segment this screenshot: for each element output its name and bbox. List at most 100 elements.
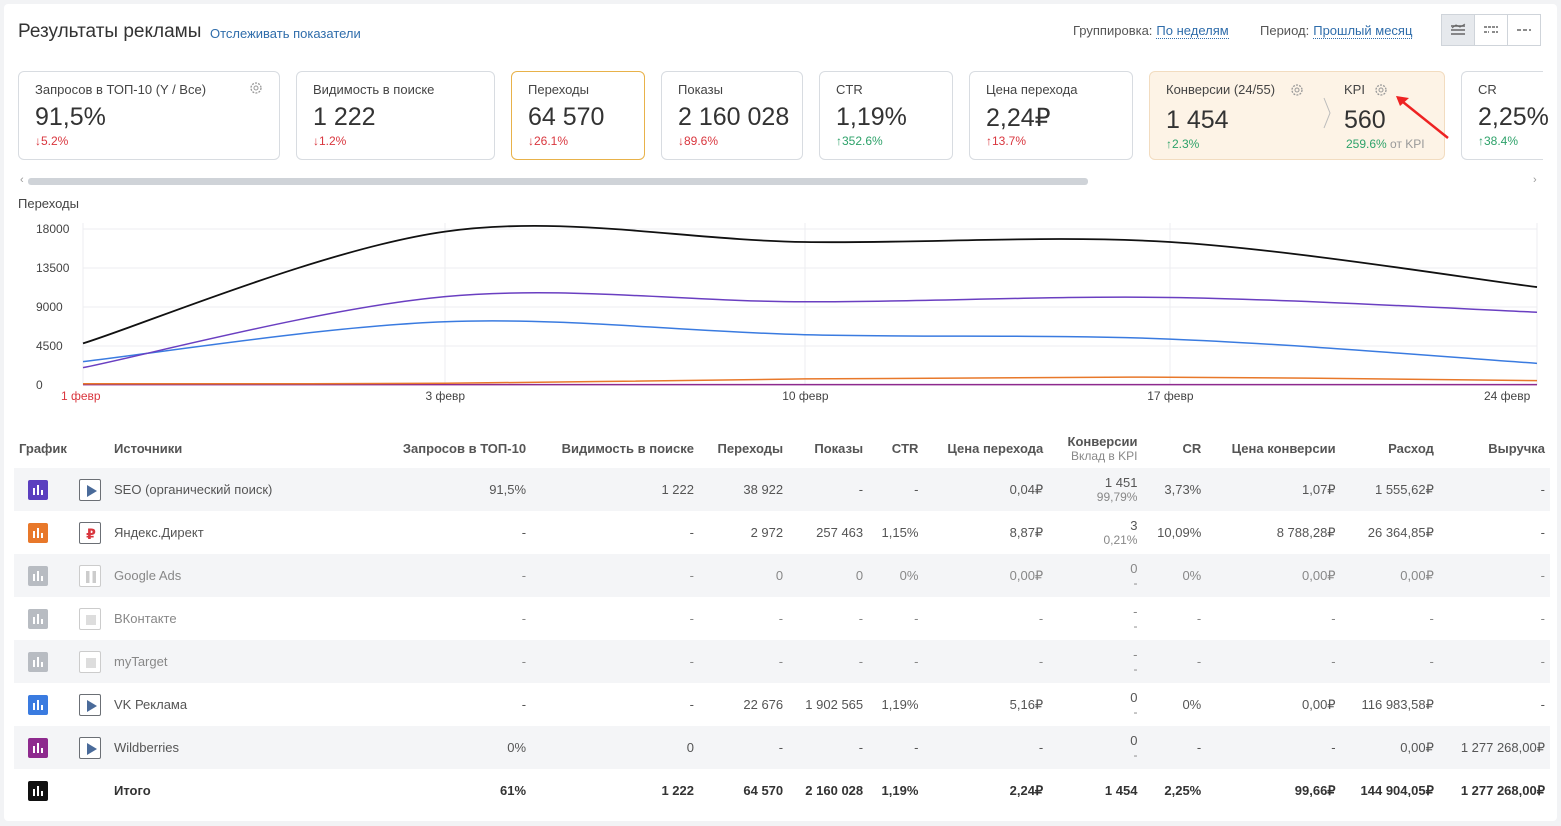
scroll-left-icon[interactable]: ‹ xyxy=(20,174,24,186)
source-name[interactable]: Google Ads xyxy=(114,554,374,597)
source-icon-cell xyxy=(74,468,114,511)
source-icon-cell: ₽ xyxy=(74,511,114,554)
x-tick-label: 1 февр xyxy=(61,389,101,403)
total-cpa: 99,66₽ xyxy=(1294,782,1336,798)
table-row[interactable]: ВКонтакте - - - - - - - - - - - - xyxy=(14,597,1550,640)
cell-shows: - xyxy=(788,468,869,511)
cell-top10: - xyxy=(521,611,527,626)
period-select[interactable]: Прошлый месяц xyxy=(1313,23,1413,39)
cell-vis: - xyxy=(689,525,694,540)
table-row[interactable]: Google Ads - -0 0 0% 0,00₽ 0-0% 0,00₽ 0,00₽ - xyxy=(14,554,1550,597)
card-value: 1,19% xyxy=(836,103,907,131)
chart-toggle-cell[interactable] xyxy=(14,640,74,683)
card-clicks[interactable]: Переходы 64 570 ↓26.1% xyxy=(511,71,645,160)
source-name[interactable]: ВКонтакте xyxy=(114,611,177,626)
chart-toggle-icon[interactable] xyxy=(28,522,48,543)
source-name[interactable]: VK Реклама xyxy=(114,697,188,712)
grouping-select[interactable]: По неделям xyxy=(1156,23,1229,39)
col-cost: Расход xyxy=(1388,440,1434,456)
chart-toggle-cell[interactable] xyxy=(14,468,74,511)
play-icon xyxy=(79,693,101,716)
horizontal-scrollbar[interactable] xyxy=(28,178,1088,185)
card-visibility[interactable]: Видимость в поиске 1 222 ↓1.2% xyxy=(296,71,495,160)
card-value: 91,5% xyxy=(35,103,106,131)
chart-toggle-icon[interactable] xyxy=(28,737,48,758)
card-ctr[interactable]: CTR 1,19% ↑352.6% xyxy=(819,71,953,160)
card-delta: ↑38.4% xyxy=(1478,134,1519,148)
gear-icon[interactable] xyxy=(1290,83,1304,97)
chart-toggle-icon[interactable] xyxy=(28,479,48,500)
col-conversions-label: Конверсии xyxy=(1067,433,1138,449)
cell-shows: - xyxy=(858,611,864,626)
source-name[interactable]: SEO (органический поиск) xyxy=(114,468,374,511)
gear-icon[interactable] xyxy=(249,81,263,95)
cell-conversions: -- xyxy=(1048,597,1142,640)
chart-toggle-cell[interactable] xyxy=(14,769,74,812)
table-row[interactable]: Wildberries 0% 0- - - -0- - -0,00₽ 1 277 268,00₽ xyxy=(14,726,1550,769)
table-row[interactable]: VK Реклама - -22 676 1 902 565 1,19% 5,16₽ 0-0… xyxy=(14,683,1550,726)
play-icon xyxy=(79,478,101,501)
col-conversions: Конверсии Вклад в KPI xyxy=(1048,428,1142,468)
col-sources-label: Источники xyxy=(114,440,183,456)
cell-conversions: 1 451 99,79% xyxy=(1048,468,1143,511)
chart-toggle-cell[interactable] xyxy=(14,683,74,726)
card-delta: ↑13.7% xyxy=(986,134,1027,148)
cell-vis: 0 xyxy=(531,726,699,769)
source-name[interactable]: Яндекс.Директ xyxy=(114,525,204,540)
card-cpc[interactable]: Цена перехода 2,24₽ ↑13.7% xyxy=(969,71,1133,160)
card-impressions[interactable]: Показы 2 160 028 ↓89.6% xyxy=(661,71,803,160)
chart-toggle-icon[interactable] xyxy=(28,780,48,801)
card-cr[interactable]: CR 2,25% ↑38.4% xyxy=(1461,71,1549,160)
series-line xyxy=(82,224,1538,345)
cell-shows: 1 902 565 xyxy=(805,697,864,712)
gear-icon[interactable] xyxy=(1374,83,1388,97)
source-icon-cell xyxy=(74,554,114,597)
table-header-row: График Источники Запросов в ТОП-10 Видим… xyxy=(14,428,1550,468)
table-row[interactable]: SEO (органический поиск) 91,5% 1 222 38 922… xyxy=(14,468,1550,511)
chart-toggle-cell[interactable] xyxy=(14,511,74,554)
cell-clicks: - xyxy=(698,726,789,769)
chart-toggle-icon[interactable] xyxy=(28,651,48,672)
table-row[interactable]: myTarget - - - - - - - - - - - - xyxy=(14,640,1550,683)
total-label: Итого xyxy=(114,783,151,798)
x-tick-label: 24 февр xyxy=(1484,389,1531,403)
table-row[interactable]: ₽ Яндекс.Директ - -2 972 257 463 1,15% 8,87₽ 3 0… xyxy=(14,511,1550,554)
chart-toggle-cell[interactable] xyxy=(14,597,74,640)
cell-cpc: 0,00₽ xyxy=(923,554,1049,597)
play-icon xyxy=(79,736,101,759)
chart-toggle-cell[interactable] xyxy=(14,726,74,769)
total-top10: 61% xyxy=(500,783,527,798)
cell-cpc: - xyxy=(1038,611,1044,626)
card-top10[interactable]: Запросов в ТОП-10 (Y / Все) 91,5% ↓5.2% xyxy=(18,71,280,160)
chart-toggle-icon[interactable] xyxy=(28,694,48,715)
cell-shows: 0 xyxy=(788,554,869,597)
cell-top10: - xyxy=(374,554,532,597)
cell-cpc: - xyxy=(923,640,1049,683)
total-cpc: 2,24₽ xyxy=(1009,782,1044,798)
track-metrics-link[interactable]: Отслеживать показатели xyxy=(210,26,361,41)
cell-vis: - xyxy=(531,640,699,683)
source-name[interactable]: Wildberries xyxy=(114,726,374,769)
series-line xyxy=(82,376,1538,385)
card-delta: ↓1.2% xyxy=(313,134,347,148)
conversions-value: 3 xyxy=(1130,517,1138,533)
cell-cr: - xyxy=(1142,726,1207,769)
col-cpc: Цена перехода xyxy=(947,440,1044,456)
source-icon-cell xyxy=(74,726,114,769)
y-tick-label: 13500 xyxy=(36,261,70,275)
chart-toggle-icon[interactable] xyxy=(28,565,48,586)
source-name[interactable]: myTarget xyxy=(114,640,374,683)
scroll-right-icon[interactable]: › xyxy=(1533,174,1537,186)
dashes-view-button[interactable] xyxy=(1507,14,1541,46)
cell-vis: - xyxy=(689,697,694,712)
total-ctr: 1,19% xyxy=(881,783,919,798)
cell-top10: - xyxy=(521,697,527,712)
chart-toggle-icon[interactable] xyxy=(28,608,48,629)
cell-cost: 1 555,62₽ xyxy=(1340,468,1439,511)
cell-cr: - xyxy=(1142,640,1207,683)
cell-cr: 3,73% xyxy=(1142,468,1207,511)
cell-cpa: 1,07₽ xyxy=(1206,468,1341,511)
conversions-value: - xyxy=(1133,646,1138,662)
card-conversions-kpi[interactable]: Конверсии (24/55) 1 454 ↑2.3% KPI 560 25… xyxy=(1149,71,1445,160)
chart-toggle-cell[interactable] xyxy=(14,554,74,597)
